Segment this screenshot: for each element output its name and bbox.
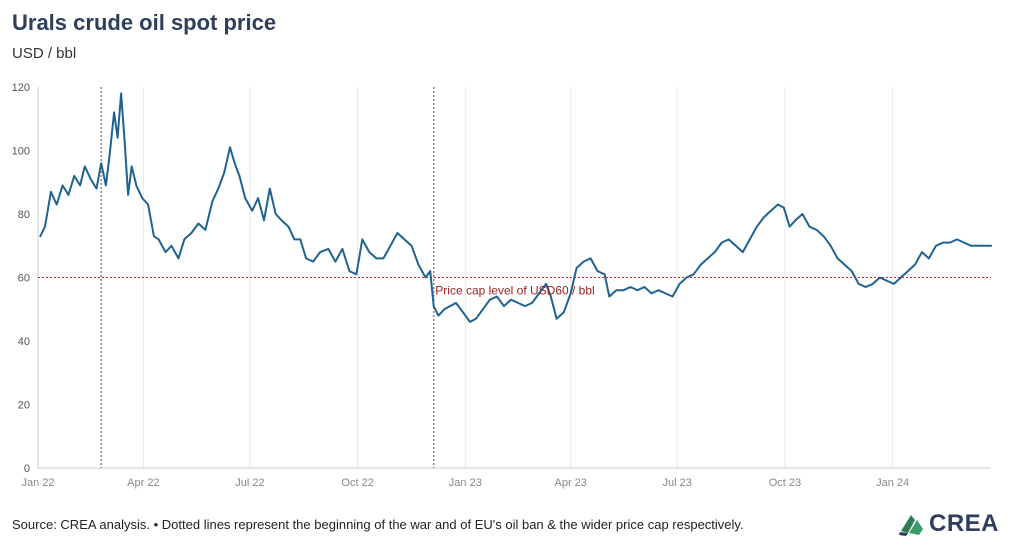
y-tick-label: 80 [18, 209, 30, 221]
chart-title: Urals crude oil spot price [12, 10, 277, 35]
x-tick-labels: Jan 22 Apr 22 Jul 22 Oct 22 Jan 23 Apr 23 Jul … [21, 477, 909, 489]
x-tick-label: Jan 22 [21, 477, 54, 489]
crea-logo-icon [899, 515, 923, 536]
x-tick-label: Jul 22 [235, 477, 264, 489]
event-lines [100, 87, 435, 468]
chart-subtitle: USD / bbl [12, 45, 77, 62]
y-tick-label: 20 [18, 400, 30, 412]
series-layer [39, 92, 992, 323]
x-tick-label: Jan 24 [876, 477, 909, 489]
x-tick-label: Jan 23 [449, 477, 482, 489]
y-tick-label: 60 [18, 273, 30, 285]
y-tick-label: 120 [12, 82, 30, 94]
label-layer: Price cap level of USD60 / bbl [435, 284, 594, 298]
y-tick-labels: 0 20 40 60 80 100 120 [12, 82, 30, 475]
x-tick-label: Oct 23 [769, 477, 801, 489]
y-tick-label: 100 [12, 146, 30, 158]
x-tick-label: Jul 23 [663, 477, 692, 489]
y-tick-label: 40 [18, 336, 30, 348]
x-tick-label: Apr 22 [127, 477, 159, 489]
chart-canvas: Jan 22 Apr 22 Jul 22 Oct 22 Jan 23 Apr 23 Jul … [12, 82, 992, 489]
x-tick-label: Apr 23 [554, 477, 586, 489]
x-tick-label: Oct 22 [341, 477, 373, 489]
price-cap-label: Price cap level of USD60 / bbl [435, 284, 594, 298]
logo-text: CREA [929, 510, 1000, 537]
logo: CREA [898, 510, 999, 538]
footer-source: Source: CREA analysis. • Dotted lines re… [12, 517, 744, 532]
y-tick-label: 0 [24, 463, 30, 475]
series-line [39, 92, 992, 323]
